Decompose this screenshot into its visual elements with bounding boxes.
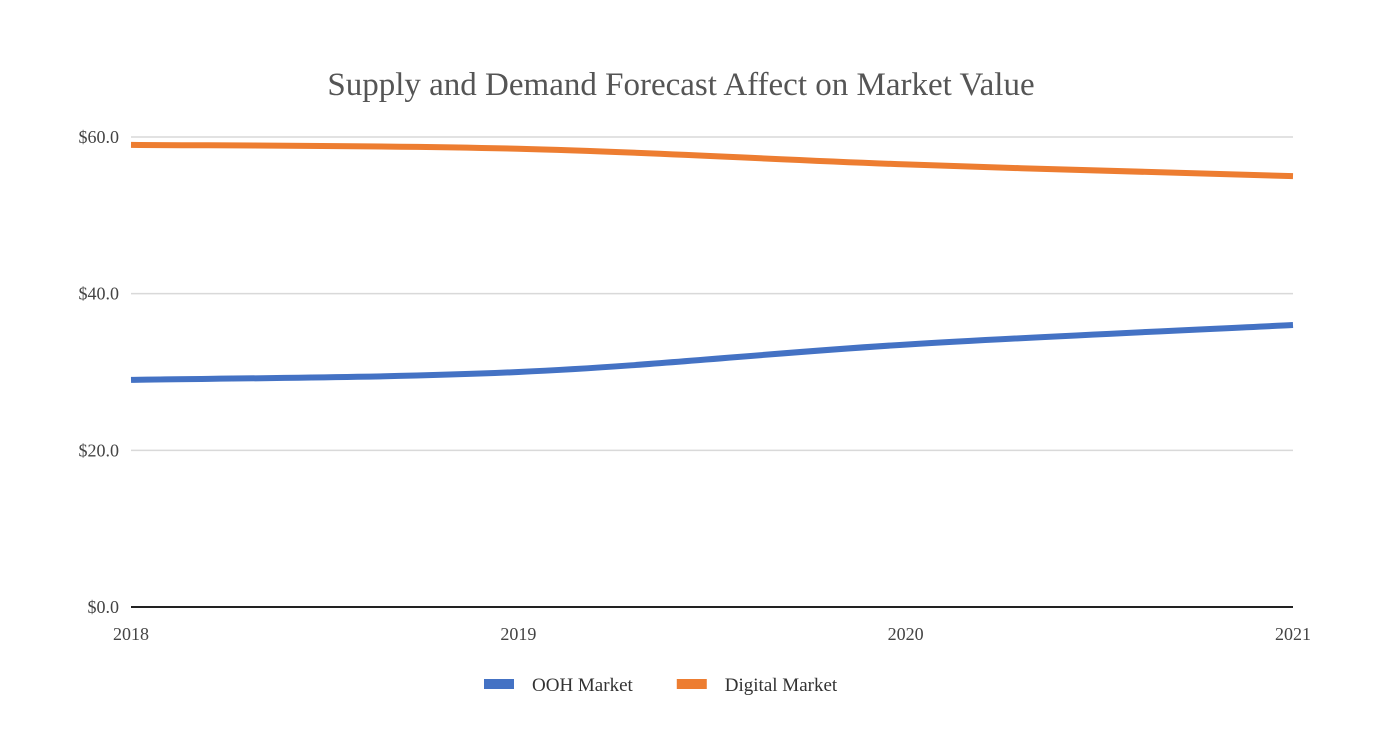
x-tick-label: 2019 xyxy=(500,624,536,644)
legend-label-digital-market: Digital Market xyxy=(725,675,838,696)
y-tick-label: $40.0 xyxy=(79,284,120,304)
legend-swatch-digital-market xyxy=(676,679,707,689)
series-line-ooh-market xyxy=(130,322,1294,383)
series-line-digital-market xyxy=(130,141,1294,180)
legend-label-ooh-market: OOH Market xyxy=(532,675,634,696)
y-tick-label: $20.0 xyxy=(79,440,120,460)
y-axis-ticks: $0.0 $20.0 $40.0 $60.0 xyxy=(79,127,120,617)
series-lines xyxy=(130,141,1294,383)
x-tick-label: 2018 xyxy=(113,624,149,644)
legend-swatch-ooh-market xyxy=(484,679,514,689)
y-tick-label: $60.0 xyxy=(79,127,120,147)
y-tick-label: $0.0 xyxy=(88,597,120,617)
legend: OOH Market Digital Market xyxy=(484,675,838,696)
x-tick-label: 2020 xyxy=(888,624,924,644)
gridlines xyxy=(131,136,1293,608)
x-axis-ticks: 2018 2019 2020 2021 xyxy=(113,624,1311,644)
chart-title: Supply and Demand Forecast Affect on Mar… xyxy=(327,67,1034,103)
x-tick-label: 2021 xyxy=(1275,624,1311,644)
